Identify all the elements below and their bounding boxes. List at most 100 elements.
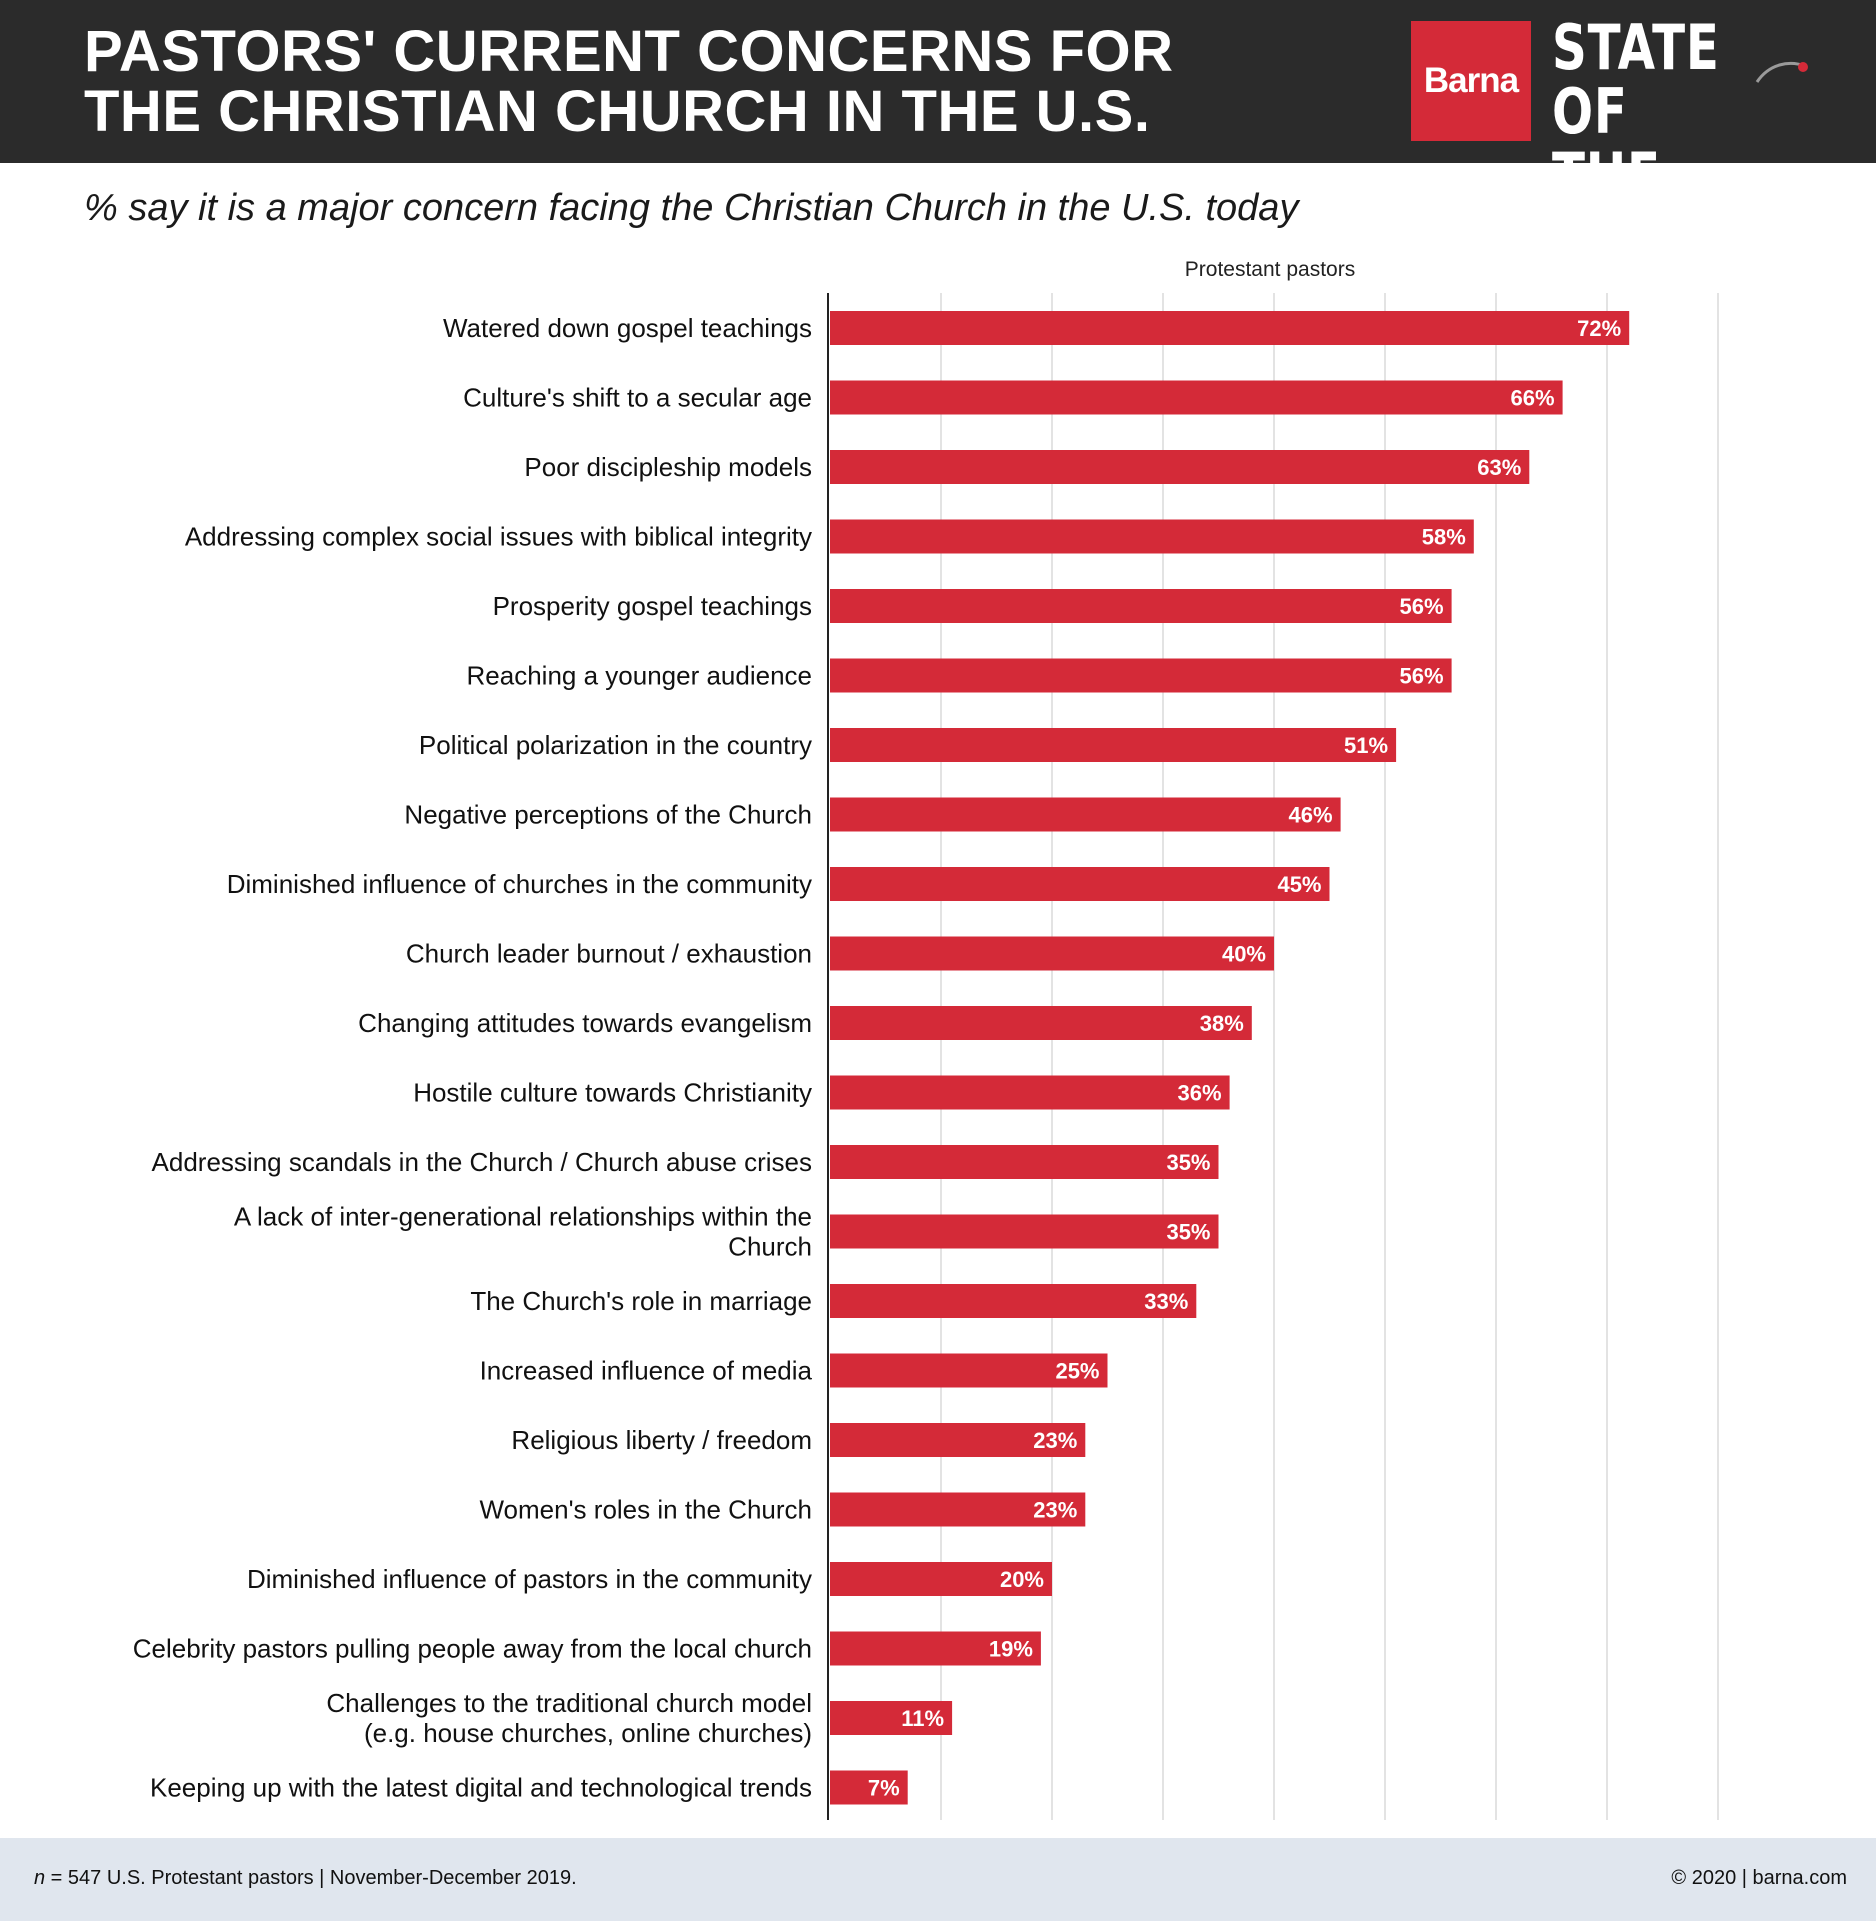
bar <box>830 1284 1197 1318</box>
bar <box>830 728 1397 762</box>
bar-value-label: 25% <box>1055 1359 1099 1384</box>
bar-value-label: 35% <box>1166 1220 1210 1245</box>
bar-value-label: 56% <box>1400 664 1444 689</box>
bar-value-label: 66% <box>1511 386 1555 411</box>
bar-value-label: 36% <box>1178 1081 1222 1106</box>
bar <box>830 1006 1252 1040</box>
category-label: Challenges to the traditional church mod… <box>326 1688 812 1748</box>
category-label-line: Addressing scandals in the Church / Chur… <box>152 1147 812 1177</box>
bar-value-label: 23% <box>1033 1428 1077 1453</box>
bar <box>830 1075 1230 1110</box>
category-label: Addressing scandals in the Church / Chur… <box>152 1147 812 1177</box>
category-label: Keeping up with the latest digital and t… <box>150 1773 812 1803</box>
category-label: Poor discipleship models <box>524 452 812 482</box>
category-label: Watered down gospel teachings <box>443 313 812 343</box>
bar-value-label: 56% <box>1400 594 1444 619</box>
category-label-line: Poor discipleship models <box>524 452 812 482</box>
category-label-line: Reaching a younger audience <box>467 661 812 691</box>
category-label: Diminished influence of pastors in the c… <box>247 1564 812 1594</box>
bar <box>830 380 1563 415</box>
category-label-line: Religious liberty / freedom <box>511 1425 812 1455</box>
title-line-2: THE CHRISTIAN CHURCH IN THE U.S. <box>84 79 1151 144</box>
bar <box>830 797 1341 832</box>
swoosh-icon <box>1755 61 1808 83</box>
bar <box>830 1562 1052 1596</box>
category-label-line: Political polarization in the country <box>419 730 812 760</box>
category-label-line: Addressing complex social issues with bi… <box>185 522 812 552</box>
bar <box>830 936 1274 971</box>
category-label: Prosperity gospel teachings <box>493 591 812 621</box>
category-label: A lack of inter-generational relationshi… <box>234 1202 812 1262</box>
bar-chart: 72% 66% 63% 58% 56% 56% 51% 46% 45% 40% 38% 36% 35% 3… <box>133 293 1719 1820</box>
bar-value-label: 58% <box>1422 525 1466 550</box>
bar <box>830 1423 1086 1457</box>
category-label-line: A lack of inter-generational relationshi… <box>234 1202 812 1232</box>
bar-value-label: 23% <box>1033 1498 1077 1523</box>
category-labels: Watered down gospel teachings Culture's s… <box>133 313 813 1803</box>
footnote-text: = 547 U.S. Protestant pastors | November… <box>45 1867 577 1889</box>
category-label-line: Keeping up with the latest digital and t… <box>150 1773 812 1803</box>
bar-value-label: 33% <box>1144 1289 1188 1314</box>
category-label-line: Celebrity pastors pulling people away fr… <box>133 1634 812 1664</box>
category-label: Religious liberty / freedom <box>511 1425 812 1455</box>
category-label-line: The Church's role in marriage <box>470 1286 812 1316</box>
bar <box>830 1770 908 1805</box>
category-label-line: Women's roles in the Church <box>479 1495 812 1525</box>
category-label-line: Challenges to the traditional church mod… <box>326 1688 812 1718</box>
category-label-line: Negative perceptions of the Church <box>404 800 812 830</box>
report-logo-line-1: STATE OF <box>1552 11 1720 148</box>
page-title: PASTORS' CURRENT CONCERNS FOR THE CHRIST… <box>84 22 1174 142</box>
header-bar: PASTORS' CURRENT CONCERNS FOR THE CHRIST… <box>0 0 1876 272</box>
category-label-line: Diminished influence of pastors in the c… <box>247 1564 812 1594</box>
bar <box>830 1214 1219 1249</box>
series-label: Protestant pastors <box>1184 258 1356 281</box>
bar-value-label: 46% <box>1289 803 1333 828</box>
category-label-line: Changing attitudes towards evangelism <box>358 1008 812 1038</box>
bar-value-label: 11% <box>901 1706 944 1731</box>
category-label: Addressing complex social issues with bi… <box>185 522 812 552</box>
category-label-line: Watered down gospel teachings <box>443 313 812 343</box>
category-label: The Church's role in marriage <box>470 1286 812 1316</box>
bar-value-label: 35% <box>1166 1150 1210 1175</box>
category-label: Hostile culture towards Christianity <box>413 1078 812 1108</box>
bar-value-label: 72% <box>1577 316 1621 341</box>
bar <box>830 658 1452 693</box>
bar-value-label: 7% <box>868 1776 900 1801</box>
bar-value-label: 51% <box>1344 733 1388 758</box>
bar-value-label: 19% <box>989 1637 1033 1662</box>
category-label-line: Diminished influence of churches in the … <box>227 869 812 899</box>
category-label: Diminished influence of churches in the … <box>227 869 812 899</box>
bar-value-label: 20% <box>1000 1567 1044 1592</box>
state-of-the-church-logo: STATE OF THE CHURCH <box>1552 16 1805 272</box>
bar-value-label: 40% <box>1222 942 1266 967</box>
barna-logo: Barna <box>1411 21 1531 141</box>
bar-value-label: 38% <box>1200 1011 1244 1036</box>
title-line-1: PASTORS' CURRENT CONCERNS FOR <box>84 19 1174 84</box>
bar <box>830 1701 953 1735</box>
category-label-line: Church <box>728 1232 812 1262</box>
category-label-line: Increased influence of media <box>480 1356 813 1386</box>
bar <box>830 867 1330 901</box>
category-label: Increased influence of media <box>480 1356 813 1386</box>
footer-bar: n = 547 U.S. Protestant pastors | Novemb… <box>0 1838 1876 1921</box>
sample-footnote: n = 547 U.S. Protestant pastors | Novemb… <box>34 1867 577 1890</box>
bar <box>830 311 1630 345</box>
category-label: Reaching a younger audience <box>467 661 812 691</box>
bar <box>830 1631 1041 1666</box>
bar <box>830 589 1452 623</box>
bar <box>830 1492 1086 1527</box>
footnote-n: n <box>34 1867 46 1889</box>
bars: 72% 66% 63% 58% 56% 56% 51% 46% 45% 40% 38% 36% 35% 3… <box>830 311 1630 1805</box>
category-label: Negative perceptions of the Church <box>404 800 812 830</box>
category-label: Political polarization in the country <box>419 730 812 760</box>
bar <box>830 519 1474 554</box>
copyright: © 2020 | barna.com <box>1671 1867 1847 1889</box>
bar <box>830 1145 1219 1179</box>
bar-value-label: 63% <box>1477 455 1521 480</box>
category-label: Changing attitudes towards evangelism <box>358 1008 812 1038</box>
category-label-line: Hostile culture towards Christianity <box>413 1078 812 1108</box>
category-label: Women's roles in the Church <box>479 1495 812 1525</box>
category-label-line: Culture's shift to a secular age <box>463 383 812 413</box>
category-label-line: Church leader burnout / exhaustion <box>406 939 812 969</box>
category-label: Church leader burnout / exhaustion <box>406 939 812 969</box>
